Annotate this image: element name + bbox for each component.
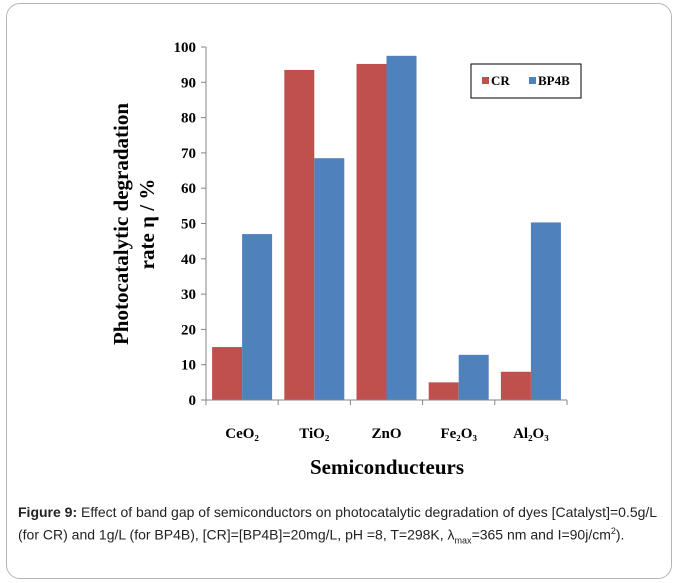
bar-cr-0: [212, 347, 243, 400]
legend-label-cr: CR: [491, 73, 510, 88]
y-axis-title-line1: Photocatalytic degradation: [109, 103, 133, 345]
bar-chart: Photocatalytic degradation rate η / % 0 1…: [109, 40, 582, 479]
bar-cr-1: [284, 69, 315, 400]
bar-bp4b-4: [530, 222, 561, 400]
legend-box: [470, 63, 582, 99]
y-tick-label: 30: [181, 287, 196, 303]
caption-text-2: =365 nm and I=90j/cm: [471, 526, 611, 543]
legend-swatch-cr: [482, 77, 489, 84]
y-tick-label: 20: [181, 322, 196, 338]
y-tick-label: 70: [181, 146, 196, 162]
figure-caption: Figure 9: Effect of band gap of semicond…: [18, 503, 666, 550]
x-axis-title: Semiconducteurs: [310, 455, 464, 479]
y-tick-label: 60: [181, 181, 196, 197]
legend: CR BP4B: [470, 63, 582, 99]
caption-text-1: Effect of band gap of semiconductors on …: [18, 504, 657, 543]
y-tick-label: 80: [181, 111, 196, 127]
bar-bp4b-3: [458, 354, 489, 400]
caption-sub-max: max: [454, 535, 472, 546]
y-tick-label: 40: [181, 252, 196, 268]
bar-bp4b-1: [314, 158, 345, 400]
y-tick-label: 50: [181, 217, 196, 233]
caption-text-3: ).: [615, 526, 625, 543]
y-tick-label: 100: [174, 40, 197, 56]
legend-swatch-bp4b: [529, 77, 536, 84]
x-category-label: TiO₂: [299, 426, 330, 442]
bar-bp4b-2: [386, 55, 417, 400]
y-axis-title-line2: rate η / %: [135, 179, 159, 270]
bar-cr-2: [356, 63, 387, 400]
x-category-label: Al₂O₃: [513, 426, 549, 442]
caption-sup-2: 2: [610, 526, 616, 536]
y-tick-label: 90: [181, 75, 196, 91]
x-category-label: ZnO: [371, 426, 401, 442]
x-category-label: Fe₂O₃: [440, 426, 477, 442]
x-category-label: CeO₂: [225, 426, 259, 442]
legend-label-bp4b: BP4B: [538, 73, 570, 88]
bar-bp4b-0: [242, 234, 273, 400]
y-tick-label: 10: [181, 358, 196, 374]
caption-label: Figure 9:: [18, 504, 78, 520]
bar-cr-3: [428, 382, 459, 400]
y-tick-label: 0: [189, 393, 197, 409]
bar-cr-4: [500, 371, 531, 400]
y-axis-title: Photocatalytic degradation rate η / %: [109, 103, 159, 345]
